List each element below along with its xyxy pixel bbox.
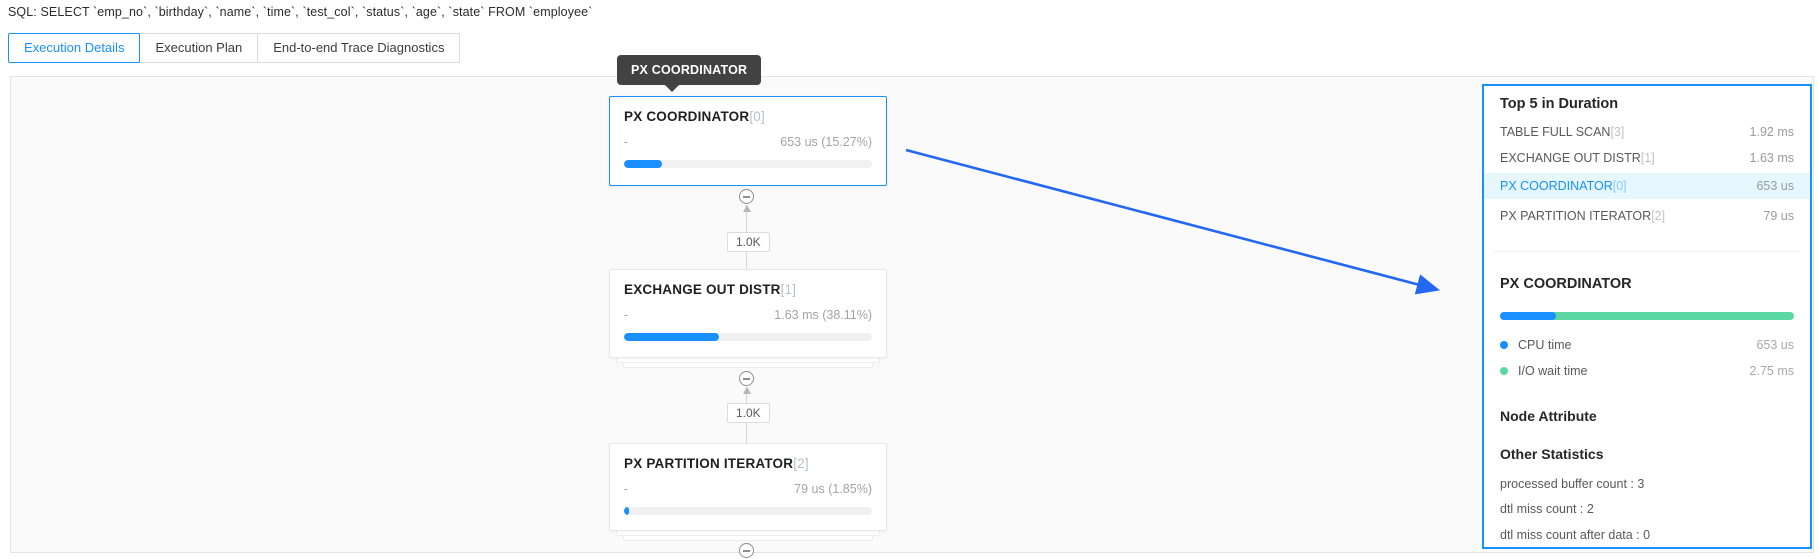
stacked-card-layer [623, 363, 873, 368]
stat-processed-buffer-count: processed buffer count : 3 [1500, 477, 1645, 491]
panel-divider [1494, 251, 1800, 252]
node-left-value: - [624, 308, 629, 322]
edge-arrow-up-icon [743, 387, 751, 394]
node-title: PX COORDINATOR[0] [624, 109, 765, 124]
tab-execution-details[interactable]: Execution Details [8, 33, 141, 63]
node-title: EXCHANGE OUT DISTR[1] [624, 282, 797, 297]
duration-breakdown-bar [1500, 312, 1794, 320]
io-wait-dot-icon [1500, 367, 1508, 375]
stacked-card-layer [616, 358, 880, 363]
node-progress-fill [624, 333, 719, 341]
metric-row-cpu-time: CPU time 653 us [1484, 335, 1810, 355]
cpu-time-dot-icon [1500, 341, 1508, 349]
node-meta-row: - 79 us (1.85%) [624, 482, 872, 496]
tab-execution-plan[interactable]: Execution Plan [139, 33, 259, 63]
node-progress-fill [624, 507, 629, 515]
other-statistics-title: Other Statistics [1500, 446, 1604, 462]
top5-row-table-full-scan[interactable]: TABLE FULL SCAN [3] 1.92 ms [1500, 125, 1794, 139]
stat-dtl-miss-count-after-data: dtl miss count after data : 0 [1500, 528, 1651, 542]
plan-node-exchange-out-distr[interactable]: EXCHANGE OUT DISTR[1] - 1.63 ms (38.11%) [609, 269, 887, 358]
tab-bar: Execution Details Execution Plan End-to-… [8, 33, 461, 63]
node-attribute-title: Node Attribute [1500, 408, 1597, 424]
collapse-minus-icon[interactable] [739, 371, 754, 386]
node-meta-row: - 653 us (15.27%) [624, 135, 872, 149]
node-duration: 653 us (15.27%) [780, 135, 872, 149]
cpu-time-bar-segment [1500, 312, 1557, 320]
plan-node-px-partition-iterator[interactable]: PX PARTITION ITERATOR[2] - 79 us (1.85%) [609, 443, 887, 531]
node-left-value: - [624, 482, 629, 496]
collapse-minus-icon[interactable] [739, 189, 754, 204]
stacked-card-layer [616, 531, 880, 536]
node-detail-title: PX COORDINATOR [1500, 276, 1632, 292]
sql-statement-text: SQL: SELECT `emp_no`, `birthday`, `name`… [8, 5, 593, 19]
node-duration: 79 us (1.85%) [794, 482, 872, 496]
node-left-value: - [624, 135, 629, 149]
stacked-card-layer [623, 536, 873, 541]
edge-rows-label: 1.0K [727, 403, 770, 423]
node-title: PX PARTITION ITERATOR[2] [624, 456, 809, 471]
tab-end-to-end-trace-diagnostics[interactable]: End-to-end Trace Diagnostics [257, 33, 461, 63]
edge-arrow-up-icon [743, 205, 751, 212]
node-progress-track [624, 507, 872, 515]
node-progress-track [624, 160, 872, 168]
top5-row-px-partition-iterator[interactable]: PX PARTITION ITERATOR [2] 79 us [1500, 209, 1794, 223]
stat-dtl-miss-count: dtl miss count : 2 [1500, 502, 1594, 516]
node-meta-row: - 1.63 ms (38.11%) [624, 308, 872, 322]
top5-title: Top 5 in Duration [1500, 96, 1619, 112]
node-progress-track [624, 333, 872, 341]
node-detail-panel: Top 5 in Duration TABLE FULL SCAN [3] 1.9… [1482, 84, 1812, 549]
node-progress-fill [624, 160, 662, 168]
edge-rows-label: 1.0K [727, 232, 770, 252]
node-duration: 1.63 ms (38.11%) [774, 308, 872, 322]
metric-row-io-wait-time: I/O wait time 2.75 ms [1484, 361, 1810, 381]
plan-node-px-coordinator[interactable]: PX COORDINATOR[0] - 653 us (15.27%) [609, 96, 887, 186]
node-tooltip: PX COORDINATOR [617, 55, 762, 92]
top5-row-px-coordinator[interactable]: PX COORDINATOR [0] 653 us [1484, 173, 1810, 199]
top5-row-exchange-out-distr[interactable]: EXCHANGE OUT DISTR [1] 1.63 ms [1500, 151, 1794, 165]
collapse-minus-icon[interactable] [739, 543, 754, 558]
